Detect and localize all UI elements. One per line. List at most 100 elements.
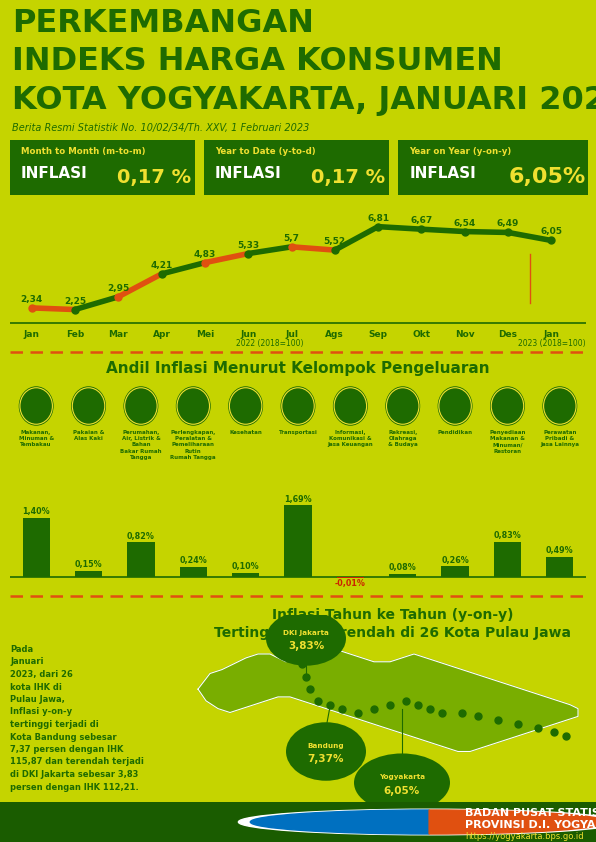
FancyBboxPatch shape	[4, 138, 200, 197]
Text: Jan: Jan	[24, 330, 40, 339]
Text: 1,69%: 1,69%	[284, 495, 312, 504]
Text: Pakaian &
Alas Kaki: Pakaian & Alas Kaki	[73, 430, 104, 441]
Text: 6,67: 6,67	[410, 216, 433, 225]
Text: PERKEMBANGAN: PERKEMBANGAN	[12, 8, 314, 39]
Text: INDEKS HARGA KONSUMEN: INDEKS HARGA KONSUMEN	[12, 46, 503, 77]
Text: 0,15%: 0,15%	[74, 560, 103, 569]
Text: PROVINSI D.I. YOGYAKARTA: PROVINSI D.I. YOGYAKARTA	[465, 820, 596, 830]
Text: Mar: Mar	[108, 330, 128, 339]
Text: Tertinggi dan Terendah di 26 Kota Pulau Jawa: Tertinggi dan Terendah di 26 Kota Pulau …	[215, 626, 572, 640]
Text: https://yogyakarta.bps.go.id: https://yogyakarta.bps.go.id	[465, 832, 583, 841]
Text: Pada
Januari
2023, dari 26
kota IHK di
Pulau Jawa,
Inflasi y-on-y
tertinggi terj: Pada Januari 2023, dari 26 kota IHK di P…	[10, 645, 144, 791]
Text: 0,82%: 0,82%	[127, 532, 155, 541]
Text: Makanan,
Minuman &
Tembakau: Makanan, Minuman & Tembakau	[18, 430, 54, 447]
Text: 7,37%: 7,37%	[308, 754, 344, 765]
Ellipse shape	[541, 385, 579, 427]
Ellipse shape	[354, 754, 450, 812]
Text: 4,21: 4,21	[150, 261, 173, 270]
Bar	[494, 542, 521, 578]
Text: 2,34: 2,34	[20, 295, 43, 304]
Text: Year to Date (y-to-d): Year to Date (y-to-d)	[215, 147, 316, 156]
Text: Perawatan
Pribadi &
Jasa Lainnya: Perawatan Pribadi & Jasa Lainnya	[541, 430, 579, 447]
Text: 1,40%: 1,40%	[23, 507, 50, 516]
Text: Penyediaan
Makanan &
Minuman/
Restoran: Penyediaan Makanan & Minuman/ Restoran	[489, 430, 526, 454]
Text: Des: Des	[498, 330, 517, 339]
Text: Inflasi Tahun ke Tahun (y-on-y): Inflasi Tahun ke Tahun (y-on-y)	[272, 608, 514, 622]
Text: 2,95: 2,95	[107, 284, 129, 293]
Text: 6,05%: 6,05%	[508, 168, 585, 188]
Text: 2022 (2018=100): 2022 (2018=100)	[236, 338, 303, 348]
Text: 4,83: 4,83	[194, 249, 216, 258]
Text: Feb: Feb	[66, 330, 84, 339]
Text: 5,7: 5,7	[284, 234, 300, 242]
Text: Mei: Mei	[195, 330, 214, 339]
Text: 0,26%: 0,26%	[441, 556, 469, 565]
Text: Perumahan,
Air, Listrik &
Bahan
Bakar Rumah
Tangga: Perumahan, Air, Listrik & Bahan Bakar Ru…	[120, 430, 162, 460]
FancyBboxPatch shape	[392, 138, 594, 197]
Text: 0,10%: 0,10%	[232, 562, 259, 572]
Bar	[179, 568, 207, 578]
Text: DKI Jakarta: DKI Jakarta	[283, 630, 329, 636]
Text: 3,83%: 3,83%	[288, 642, 324, 651]
Wedge shape	[429, 810, 596, 834]
Text: Apr: Apr	[153, 330, 170, 339]
Text: Bandung: Bandung	[308, 743, 344, 749]
Bar	[128, 542, 154, 578]
Text: Berita Resmi Statistik No. 10/02/34/Th. XXV, 1 Februari 2023: Berita Resmi Statistik No. 10/02/34/Th. …	[12, 123, 309, 133]
Text: 6,49: 6,49	[497, 220, 519, 228]
Text: 6,54: 6,54	[454, 219, 476, 227]
Text: 0,17 %: 0,17 %	[311, 168, 386, 186]
Text: Kesehatan: Kesehatan	[229, 430, 262, 435]
Text: INFLASI: INFLASI	[21, 167, 88, 181]
Text: KOTA YOGYAKARTA, JANUARI 2023: KOTA YOGYAKARTA, JANUARI 2023	[12, 85, 596, 116]
Bar	[284, 505, 312, 578]
Text: Sep: Sep	[368, 330, 387, 339]
Ellipse shape	[266, 611, 346, 666]
Text: 0,83%: 0,83%	[493, 531, 522, 541]
FancyBboxPatch shape	[198, 138, 395, 197]
Ellipse shape	[489, 385, 526, 427]
Text: INFLASI: INFLASI	[215, 167, 282, 181]
Text: BADAN PUSAT STATISTIK: BADAN PUSAT STATISTIK	[465, 808, 596, 818]
Text: Okt: Okt	[412, 330, 430, 339]
Text: Rekreasi,
Olahraga
& Budaya: Rekreasi, Olahraga & Budaya	[388, 430, 418, 447]
Wedge shape	[250, 810, 429, 834]
Text: 2023 (2018=100): 2023 (2018=100)	[517, 338, 585, 348]
Text: Year on Year (y-on-y): Year on Year (y-on-y)	[409, 147, 511, 156]
Ellipse shape	[331, 385, 369, 427]
Bar	[546, 557, 573, 578]
Ellipse shape	[286, 722, 366, 781]
Ellipse shape	[17, 385, 55, 427]
FancyBboxPatch shape	[0, 802, 596, 842]
Ellipse shape	[279, 385, 317, 427]
Text: Perlengkapan,
Peralatan &
Pemeliharaan
Rutin
Rumah Tangga: Perlengkapan, Peralatan & Pemeliharaan R…	[170, 430, 216, 460]
Text: Informasi,
Komunikasi &
Jasa Keuangan: Informasi, Komunikasi & Jasa Keuangan	[328, 430, 373, 447]
Ellipse shape	[436, 385, 474, 427]
Text: 2,25: 2,25	[64, 296, 86, 306]
Text: -0,01%: -0,01%	[335, 579, 366, 589]
Text: 0,08%: 0,08%	[389, 563, 417, 573]
Text: Nov: Nov	[455, 330, 474, 339]
Text: Jul: Jul	[285, 330, 298, 339]
Bar	[442, 567, 468, 578]
Text: 6,05%: 6,05%	[384, 786, 420, 796]
Text: 0,49%: 0,49%	[546, 546, 573, 555]
Text: 0,17 %: 0,17 %	[117, 168, 191, 186]
Ellipse shape	[70, 385, 107, 427]
Polygon shape	[198, 648, 578, 752]
Text: 5,33: 5,33	[237, 241, 259, 249]
Ellipse shape	[122, 385, 160, 427]
Text: Ags: Ags	[325, 330, 344, 339]
Text: Andil Inflasi Menurut Kelompok Pengeluaran: Andil Inflasi Menurut Kelompok Pengeluar…	[106, 361, 490, 376]
Text: 5,52: 5,52	[324, 237, 346, 246]
Text: 6,81: 6,81	[367, 214, 389, 222]
Text: Month to Month (m-to-m): Month to Month (m-to-m)	[21, 147, 145, 156]
Text: Yogyakarta: Yogyakarta	[379, 774, 425, 780]
Text: 6,05: 6,05	[541, 227, 563, 237]
Bar	[389, 574, 417, 578]
Text: Transportasi: Transportasi	[278, 430, 318, 435]
Bar	[232, 573, 259, 578]
Text: Jun: Jun	[240, 330, 256, 339]
Text: INFLASI: INFLASI	[409, 167, 476, 181]
Text: 0,24%: 0,24%	[179, 557, 207, 566]
